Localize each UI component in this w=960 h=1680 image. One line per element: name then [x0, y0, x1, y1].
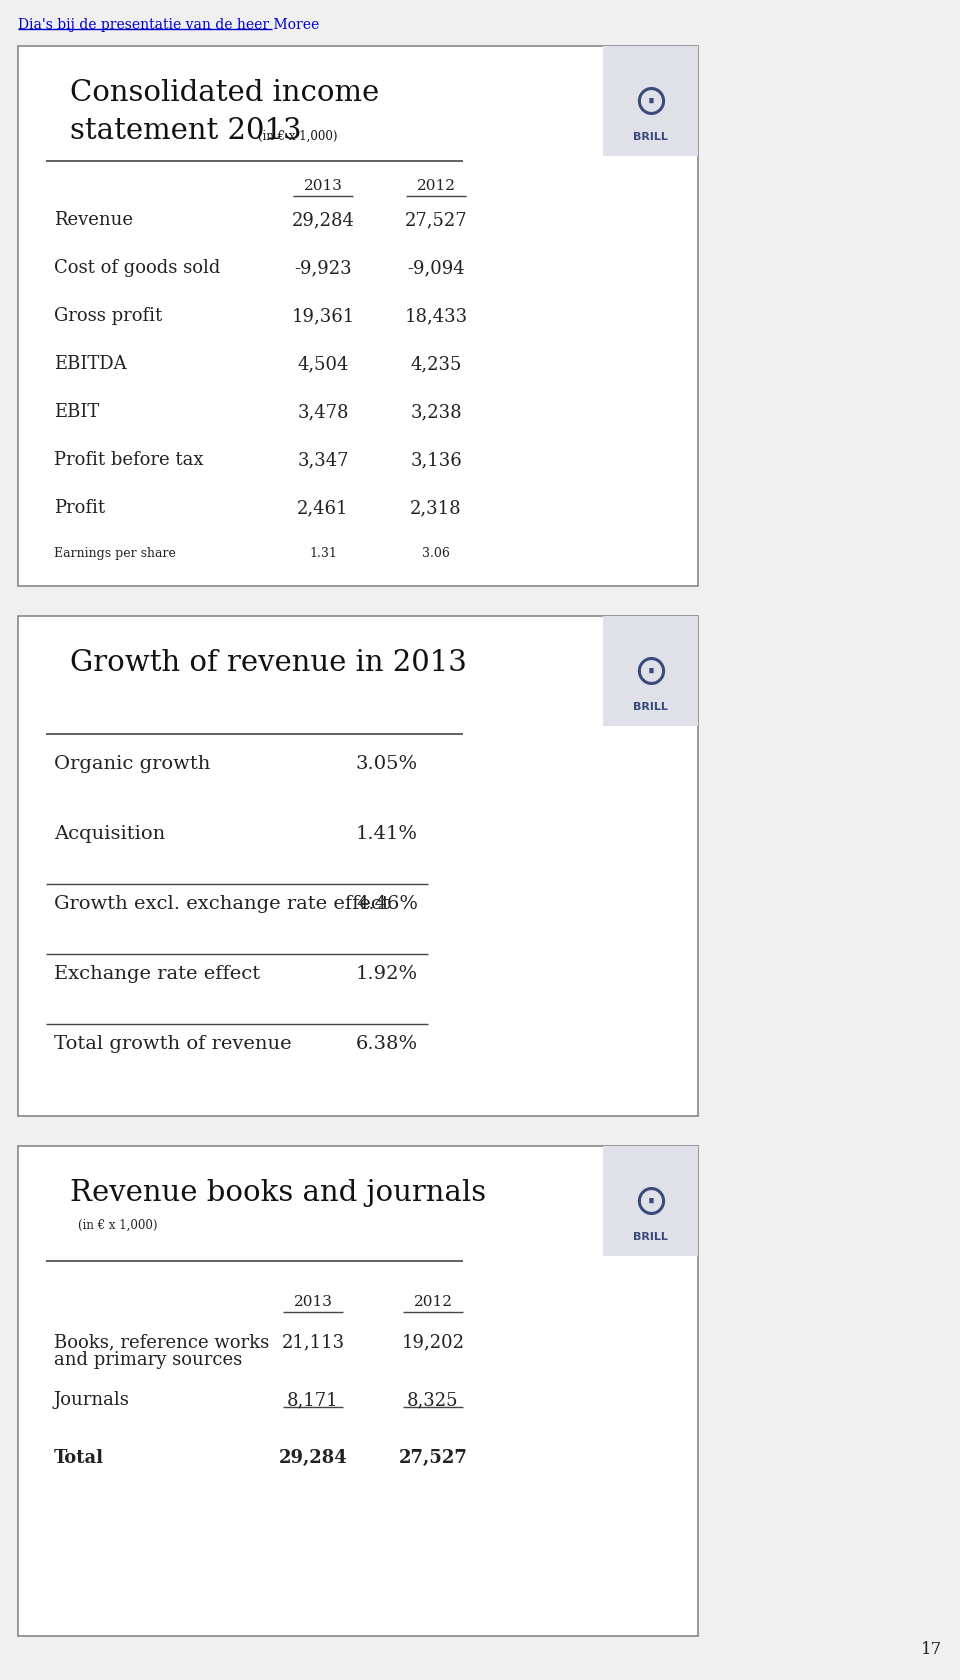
Text: BRILL: BRILL — [633, 702, 668, 712]
Text: Exchange rate effect: Exchange rate effect — [54, 964, 260, 983]
Text: Growth of revenue in 2013: Growth of revenue in 2013 — [70, 648, 467, 677]
Text: Profit before tax: Profit before tax — [54, 450, 204, 469]
Text: 4,504: 4,504 — [298, 354, 348, 373]
Bar — [18, 47, 698, 586]
Text: 2012: 2012 — [417, 178, 455, 193]
Text: 29,284: 29,284 — [278, 1448, 348, 1467]
Bar — [603, 1146, 698, 1257]
Text: 1.41%: 1.41% — [356, 825, 418, 842]
Text: 18,433: 18,433 — [404, 307, 468, 324]
Text: Revenue: Revenue — [54, 212, 133, 228]
Text: and primary sources: and primary sources — [54, 1351, 242, 1368]
Text: 19,361: 19,361 — [292, 307, 354, 324]
Text: 8,171: 8,171 — [287, 1389, 339, 1408]
Bar — [603, 617, 698, 726]
Text: (in € x 1,000): (in € x 1,000) — [78, 1218, 157, 1231]
Text: 3,136: 3,136 — [410, 450, 462, 469]
Text: 2013: 2013 — [294, 1294, 332, 1309]
Text: Books, reference works: Books, reference works — [54, 1332, 269, 1351]
Text: Growth excl. exchange rate effect: Growth excl. exchange rate effect — [54, 894, 390, 912]
Text: Organic growth: Organic growth — [54, 754, 210, 773]
Bar — [18, 1146, 698, 1636]
Text: BRILL: BRILL — [633, 1231, 668, 1242]
Text: 3,347: 3,347 — [298, 450, 348, 469]
Text: Total: Total — [54, 1448, 104, 1467]
Text: 19,202: 19,202 — [401, 1332, 465, 1351]
Text: ⊙: ⊙ — [633, 1181, 668, 1223]
Text: EBITDA: EBITDA — [54, 354, 127, 373]
Text: 4,235: 4,235 — [410, 354, 462, 373]
Text: 1.92%: 1.92% — [356, 964, 418, 983]
Text: 17: 17 — [921, 1640, 942, 1656]
Text: 21,113: 21,113 — [281, 1332, 345, 1351]
Text: 2,461: 2,461 — [298, 499, 348, 517]
Text: -9,923: -9,923 — [294, 259, 351, 277]
Text: Gross profit: Gross profit — [54, 307, 162, 324]
Text: Total growth of revenue: Total growth of revenue — [54, 1035, 292, 1052]
Text: Cost of goods sold: Cost of goods sold — [54, 259, 221, 277]
Bar — [603, 47, 698, 156]
Text: 29,284: 29,284 — [292, 212, 354, 228]
Text: 3.06: 3.06 — [422, 546, 450, 559]
Text: 4.46%: 4.46% — [356, 894, 418, 912]
Text: 6.38%: 6.38% — [356, 1035, 418, 1052]
Text: 3,238: 3,238 — [410, 403, 462, 420]
Text: 2013: 2013 — [303, 178, 343, 193]
Text: Consolidated income: Consolidated income — [70, 79, 379, 108]
Text: Dia's bij de presentatie van de heer Moree: Dia's bij de presentatie van de heer Mor… — [18, 18, 320, 32]
Text: Acquisition: Acquisition — [54, 825, 165, 842]
Text: Revenue books and journals: Revenue books and journals — [70, 1178, 486, 1206]
Text: 8,325: 8,325 — [407, 1389, 459, 1408]
Text: EBIT: EBIT — [54, 403, 99, 420]
Text: 2012: 2012 — [414, 1294, 452, 1309]
Bar — [18, 617, 698, 1116]
Text: 3,478: 3,478 — [298, 403, 348, 420]
Text: Earnings per share: Earnings per share — [54, 546, 176, 559]
Text: -9,094: -9,094 — [407, 259, 465, 277]
Text: 1.31: 1.31 — [309, 546, 337, 559]
Text: (in € x 1,000): (in € x 1,000) — [258, 129, 338, 143]
Text: Profit: Profit — [54, 499, 106, 517]
Text: 3.05%: 3.05% — [356, 754, 418, 773]
Text: ⊙: ⊙ — [633, 81, 668, 123]
Text: 27,527: 27,527 — [398, 1448, 468, 1467]
Text: ⊙: ⊙ — [633, 650, 668, 692]
Text: Journals: Journals — [54, 1389, 130, 1408]
Text: statement 2013: statement 2013 — [70, 118, 301, 144]
Text: BRILL: BRILL — [633, 133, 668, 141]
Text: 2,318: 2,318 — [410, 499, 462, 517]
Text: 27,527: 27,527 — [405, 212, 468, 228]
